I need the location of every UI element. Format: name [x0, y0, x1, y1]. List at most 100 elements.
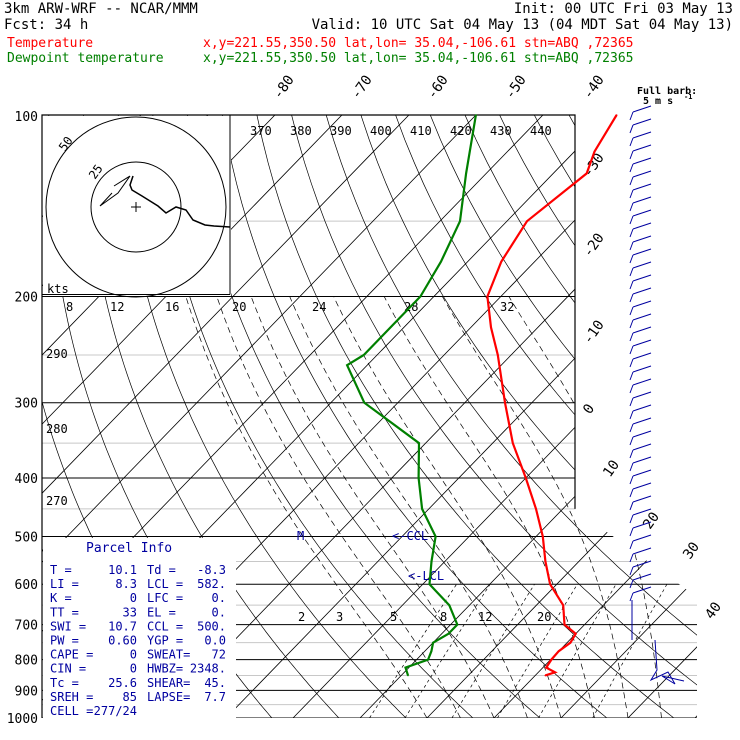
- pressure-label: 200: [15, 291, 38, 306]
- parcel-field-value: 0: [130, 662, 137, 676]
- wind-barb: [629, 300, 652, 316]
- wind-barb: [629, 417, 652, 433]
- dewpoint-point: [430, 650, 433, 653]
- dewpoint-point: [434, 535, 437, 538]
- temperature-point: [511, 442, 514, 444]
- mixing-ratio-line: [497, 584, 578, 718]
- wind-barb: [629, 118, 652, 134]
- temperature-point: [615, 114, 618, 116]
- marker-ccl: <-CCL: [392, 529, 428, 543]
- dry-adiabat: [533, 115, 697, 718]
- dry-adiabat: [360, 115, 697, 718]
- hodograph-ring-label: 50: [56, 134, 76, 154]
- wind-barb: [629, 235, 652, 251]
- dewpoint-point: [389, 326, 392, 329]
- dewpoint-point: [430, 560, 433, 563]
- wind-barb: [629, 495, 652, 511]
- wind-barb: [629, 287, 652, 303]
- dewpoint-point: [448, 604, 451, 606]
- wind-barb: [629, 339, 652, 355]
- marker-m: M: [297, 529, 304, 543]
- parcel-field-label: CCL =: [147, 619, 183, 633]
- wind-barb: [629, 196, 652, 212]
- parcel-field-label: CAPE =: [50, 648, 93, 662]
- temperature-axis-label: 10: [600, 457, 623, 480]
- mixing-ratio-line: [369, 584, 457, 718]
- dry-adiabat: [429, 115, 697, 718]
- temperature-point: [549, 583, 551, 586]
- pressure-label: 500: [15, 530, 38, 545]
- wind-barb: [629, 365, 652, 381]
- temperature-point: [569, 641, 572, 644]
- wind-barb: [629, 534, 652, 550]
- dewpoint-point: [418, 442, 420, 444]
- hodograph-unit: kts: [47, 282, 69, 296]
- wind-barb: [629, 326, 652, 342]
- temperature-point: [486, 295, 489, 298]
- temperature-location: x,y=221.55,350.50 lat,lon= 35.04,-106.61…: [203, 36, 633, 51]
- isotherm-line: [42, 115, 477, 718]
- dry-adiabat: [395, 115, 697, 718]
- wind-barb: [629, 469, 652, 485]
- marker-lcl: <-LCL: [408, 569, 444, 583]
- theta-left-label: 270: [46, 494, 68, 508]
- parcel-field-value: 25.6: [108, 676, 137, 690]
- dewpoint-location: x,y=221.55,350.50 lat,lon= 35.04,-106.61…: [203, 51, 633, 66]
- parcel-field-value: 8.3: [115, 577, 137, 591]
- hodograph-ring-inner: [90, 161, 182, 253]
- dry-adiabat: [325, 115, 697, 718]
- dewpoint-point: [465, 172, 467, 175]
- moist-adiabat: [508, 296, 662, 718]
- parcel-field-label: LAPSE=: [147, 690, 190, 704]
- wind-barb: [629, 157, 652, 173]
- dewpoint-point: [459, 220, 461, 222]
- theta-left-label: 290: [46, 347, 68, 361]
- temperature-profile-line: [486, 114, 618, 677]
- temperature-axis-label: -20: [580, 230, 608, 260]
- parcel-field-label: SWI =: [50, 619, 86, 633]
- wind-barb: [629, 170, 652, 186]
- parcel-field-value: 33: [123, 605, 137, 619]
- dewpoint-point: [447, 632, 450, 635]
- pressure-label: 900: [15, 684, 38, 699]
- moist-adiabat: [383, 296, 595, 718]
- parcel-field-value: 45.: [204, 676, 226, 690]
- wind-barb: [629, 404, 652, 420]
- isotherm-line: [694, 115, 697, 718]
- theta-label: 420: [450, 124, 472, 138]
- parcel-field-label: HWBZ=: [147, 662, 183, 676]
- parcel-field-label: LCL =: [147, 577, 183, 591]
- wind-barb: [629, 352, 652, 368]
- wind-barb: [629, 313, 652, 329]
- dry-adiabat: [603, 115, 697, 718]
- parcel-field-label: CELL =: [50, 704, 93, 718]
- temperature-point: [563, 623, 566, 626]
- hodograph-trace: [129, 175, 231, 228]
- dewpoint-legend: Dewpoint temperature: [7, 51, 164, 66]
- theta-label: 370: [250, 124, 272, 138]
- parcel-field-label: K =: [50, 591, 72, 605]
- mixing-ratio-label: 20: [537, 610, 551, 624]
- valid-time: Valid: 10 UTC Sat 04 May 13 (04 MDT Sat …: [312, 17, 733, 33]
- dewpoint-point: [346, 364, 348, 367]
- temperature-point: [504, 401, 506, 404]
- pressure-label: 800: [15, 654, 38, 669]
- wind-barb: [629, 430, 652, 446]
- parcel-field-value: 0.: [212, 605, 226, 619]
- dewpoint-point: [417, 477, 420, 479]
- theta-left-label: 280: [46, 422, 68, 436]
- dewpoint-point: [428, 583, 431, 586]
- dewpoint-point: [427, 658, 429, 661]
- isotherm-line: [560, 115, 697, 718]
- dry-adiabat: [708, 115, 740, 718]
- parcel-info-panel: [43, 538, 236, 718]
- parcel-field-value: 277/24: [94, 704, 137, 718]
- model-title: 3km ARW-WRF -- NCAR/MMM: [4, 1, 198, 17]
- temperature-point: [526, 220, 528, 222]
- parcel-field-label: CIN =: [50, 662, 86, 676]
- pressure-label: 300: [15, 397, 38, 412]
- moist-adiabat: [250, 296, 495, 718]
- parcel-field-label: EL =: [147, 605, 176, 619]
- barb-legend-line2: 5 m s: [643, 96, 673, 107]
- dry-adiabat: [672, 115, 697, 718]
